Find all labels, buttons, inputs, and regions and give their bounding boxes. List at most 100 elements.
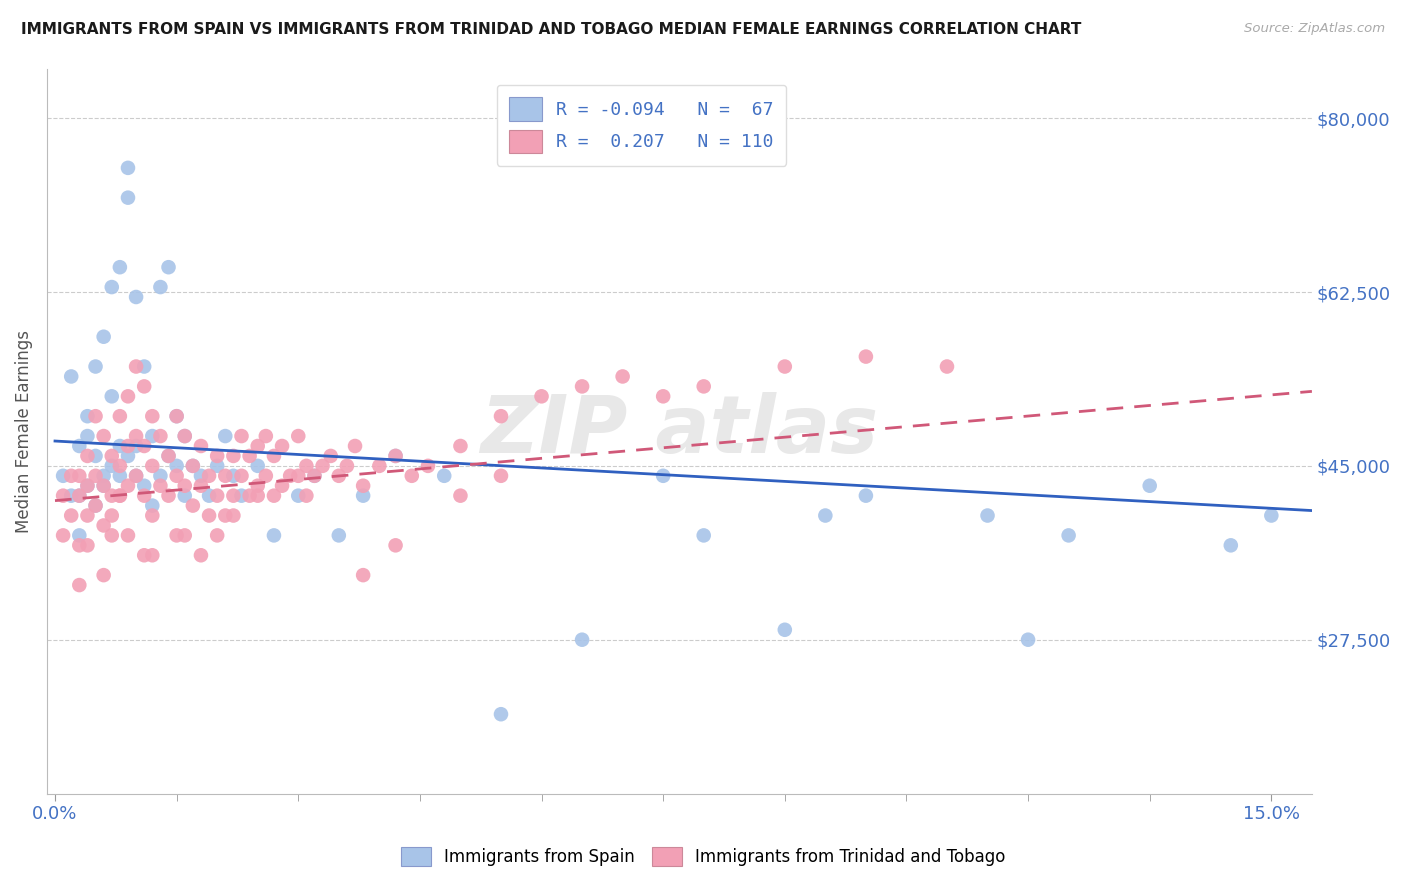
- Point: [93, 429, 115, 443]
- Point: [166, 528, 188, 542]
- Point: [93, 468, 115, 483]
- Point: [612, 369, 634, 384]
- Point: [149, 429, 172, 443]
- Point: [100, 389, 122, 403]
- Point: [149, 479, 172, 493]
- Point: [52, 489, 75, 503]
- Point: [117, 161, 139, 175]
- Point: [344, 439, 367, 453]
- Point: [173, 429, 195, 443]
- Point: [166, 409, 188, 424]
- Point: [304, 468, 326, 483]
- Legend: Immigrants from Spain, Immigrants from Trinidad and Tobago: Immigrants from Spain, Immigrants from T…: [392, 838, 1014, 875]
- Point: [571, 632, 593, 647]
- Point: [198, 508, 221, 523]
- Point: [231, 489, 253, 503]
- Point: [814, 508, 837, 523]
- Point: [190, 439, 212, 453]
- Point: [433, 468, 456, 483]
- Point: [198, 489, 221, 503]
- Point: [100, 508, 122, 523]
- Point: [173, 489, 195, 503]
- Point: [125, 468, 148, 483]
- Point: [304, 468, 326, 483]
- Point: [384, 538, 406, 552]
- Point: [134, 489, 156, 503]
- Point: [157, 449, 180, 463]
- Point: [67, 468, 90, 483]
- Point: [173, 429, 195, 443]
- Point: [134, 379, 156, 393]
- Point: [108, 458, 131, 473]
- Point: [222, 449, 245, 463]
- Point: [76, 429, 98, 443]
- Point: [76, 449, 98, 463]
- Point: [311, 458, 333, 473]
- Point: [173, 528, 195, 542]
- Point: [100, 458, 122, 473]
- Point: [205, 458, 228, 473]
- Point: [134, 359, 156, 374]
- Point: [84, 468, 107, 483]
- Point: [352, 489, 374, 503]
- Point: [239, 489, 262, 503]
- Point: [125, 290, 148, 304]
- Point: [141, 458, 163, 473]
- Point: [76, 479, 98, 493]
- Point: [108, 489, 131, 503]
- Point: [205, 449, 228, 463]
- Point: [384, 449, 406, 463]
- Point: [108, 468, 131, 483]
- Point: [108, 439, 131, 453]
- Point: [100, 528, 122, 542]
- Point: [328, 468, 350, 483]
- Point: [166, 458, 188, 473]
- Point: [60, 369, 83, 384]
- Point: [117, 479, 139, 493]
- Point: [67, 578, 90, 592]
- Point: [278, 468, 301, 483]
- Point: [295, 489, 318, 503]
- Point: [287, 429, 309, 443]
- Point: [100, 280, 122, 294]
- Point: [571, 379, 593, 393]
- Point: [117, 528, 139, 542]
- Point: [263, 528, 285, 542]
- Point: [166, 468, 188, 483]
- Point: [108, 489, 131, 503]
- Point: [84, 499, 107, 513]
- Point: [67, 439, 90, 453]
- Point: [76, 538, 98, 552]
- Point: [84, 499, 107, 513]
- Point: [125, 439, 148, 453]
- Point: [100, 489, 122, 503]
- Point: [205, 489, 228, 503]
- Point: [60, 468, 83, 483]
- Point: [93, 568, 115, 582]
- Point: [352, 568, 374, 582]
- Point: [117, 439, 139, 453]
- Point: [181, 458, 204, 473]
- Text: IMMIGRANTS FROM SPAIN VS IMMIGRANTS FROM TRINIDAD AND TOBAGO MEDIAN FEMALE EARNI: IMMIGRANTS FROM SPAIN VS IMMIGRANTS FROM…: [21, 22, 1081, 37]
- Point: [84, 449, 107, 463]
- Text: ZIP atlas: ZIP atlas: [481, 392, 879, 470]
- Point: [108, 260, 131, 275]
- Point: [93, 479, 115, 493]
- Point: [60, 508, 83, 523]
- Point: [530, 389, 553, 403]
- Text: Source: ZipAtlas.com: Source: ZipAtlas.com: [1244, 22, 1385, 36]
- Point: [214, 468, 236, 483]
- Point: [67, 538, 90, 552]
- Point: [652, 389, 675, 403]
- Point: [652, 468, 675, 483]
- Point: [416, 458, 439, 473]
- Point: [936, 359, 959, 374]
- Point: [67, 489, 90, 503]
- Point: [295, 458, 318, 473]
- Point: [693, 379, 716, 393]
- Point: [246, 458, 269, 473]
- Point: [773, 359, 796, 374]
- Point: [157, 489, 180, 503]
- Point: [141, 548, 163, 562]
- Point: [93, 479, 115, 493]
